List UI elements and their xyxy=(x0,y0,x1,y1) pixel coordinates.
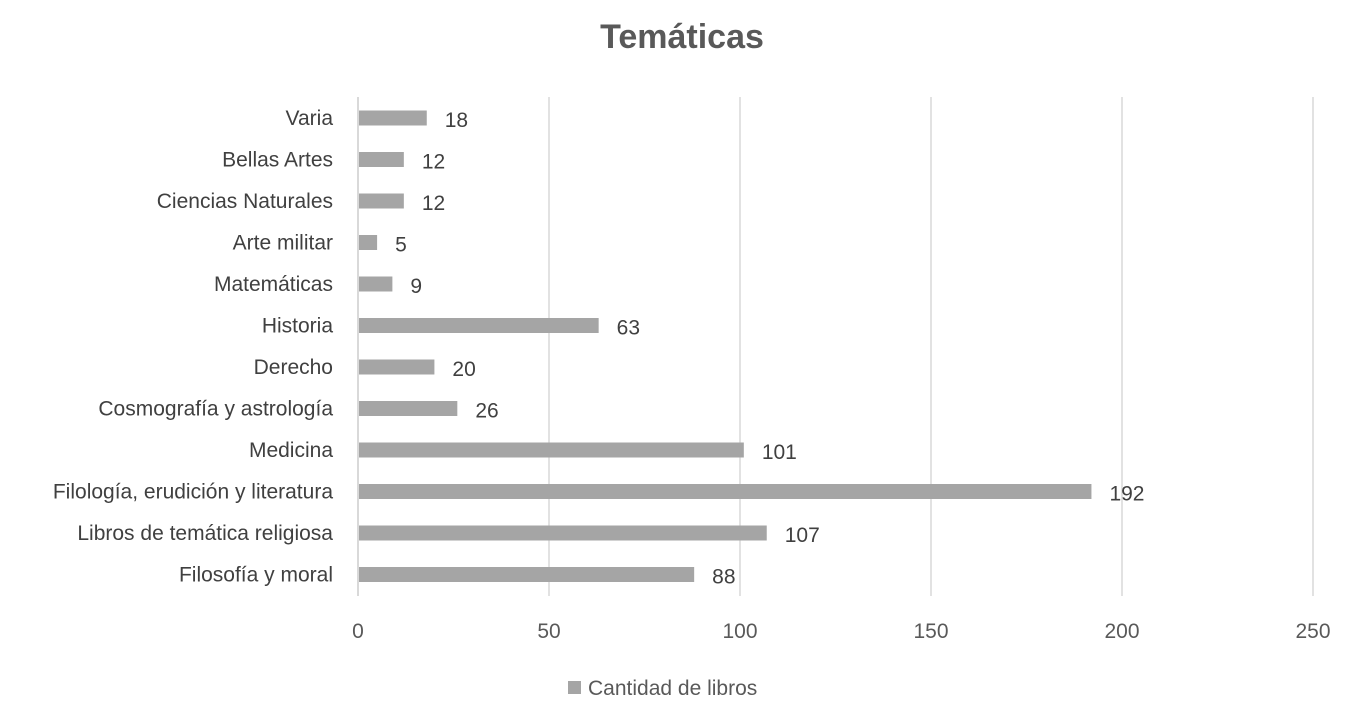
data-label: 5 xyxy=(395,234,407,257)
category-label: Filología, erudición y literatura xyxy=(53,481,333,504)
bar xyxy=(359,276,393,292)
category-label: Arte militar xyxy=(233,232,333,255)
x-axis-ticks: 0 50 100 150 200 250 xyxy=(352,620,1330,643)
x-tick-label: 100 xyxy=(722,620,757,643)
x-tick-label: 150 xyxy=(913,620,948,643)
bar xyxy=(359,484,1092,499)
chart-title: Temáticas xyxy=(600,18,764,56)
x-tick-label: 200 xyxy=(1104,620,1139,643)
x-tick-label: 250 xyxy=(1295,620,1330,643)
data-label: 26 xyxy=(475,400,498,423)
data-label: 63 xyxy=(617,317,640,340)
x-tick-label: 50 xyxy=(537,620,560,643)
x-tick-label: 0 xyxy=(352,620,364,643)
bar xyxy=(359,525,767,541)
bar xyxy=(359,442,744,458)
data-label: 192 xyxy=(1109,483,1144,506)
bar xyxy=(359,235,378,250)
legend-label: Cantidad de libros xyxy=(588,677,757,700)
category-label: Filosofía y moral xyxy=(179,564,333,587)
data-label: 20 xyxy=(452,358,475,381)
data-label: 18 xyxy=(445,109,468,132)
data-label: 12 xyxy=(422,151,445,174)
bar xyxy=(359,567,695,582)
legend-swatch xyxy=(568,681,581,694)
bar xyxy=(359,193,404,209)
category-label: Bellas Artes xyxy=(222,149,333,172)
category-label: Varia xyxy=(286,107,334,130)
gridlines xyxy=(357,97,1314,596)
category-label: Historia xyxy=(262,315,334,338)
category-label: Ciencias Naturales xyxy=(157,190,333,213)
data-label: 101 xyxy=(762,441,797,464)
bars: Varia 18 Bellas Artes 12 Ciencias Naturales 1… xyxy=(53,107,1145,589)
data-label: 12 xyxy=(422,192,445,215)
bar xyxy=(359,401,458,416)
category-label: Medicina xyxy=(249,439,333,462)
data-label: 88 xyxy=(712,566,735,589)
bar xyxy=(359,359,435,375)
bar xyxy=(359,152,404,167)
bar xyxy=(359,318,599,333)
bar xyxy=(359,110,427,126)
data-label: 9 xyxy=(410,275,422,298)
category-label: Cosmografía y astrología xyxy=(98,398,333,421)
legend: Cantidad de libros xyxy=(568,677,757,700)
category-label: Libros de temática religiosa xyxy=(77,522,333,545)
data-label: 107 xyxy=(785,524,820,547)
category-label: Derecho xyxy=(254,356,333,379)
category-label: Matemáticas xyxy=(214,273,333,296)
